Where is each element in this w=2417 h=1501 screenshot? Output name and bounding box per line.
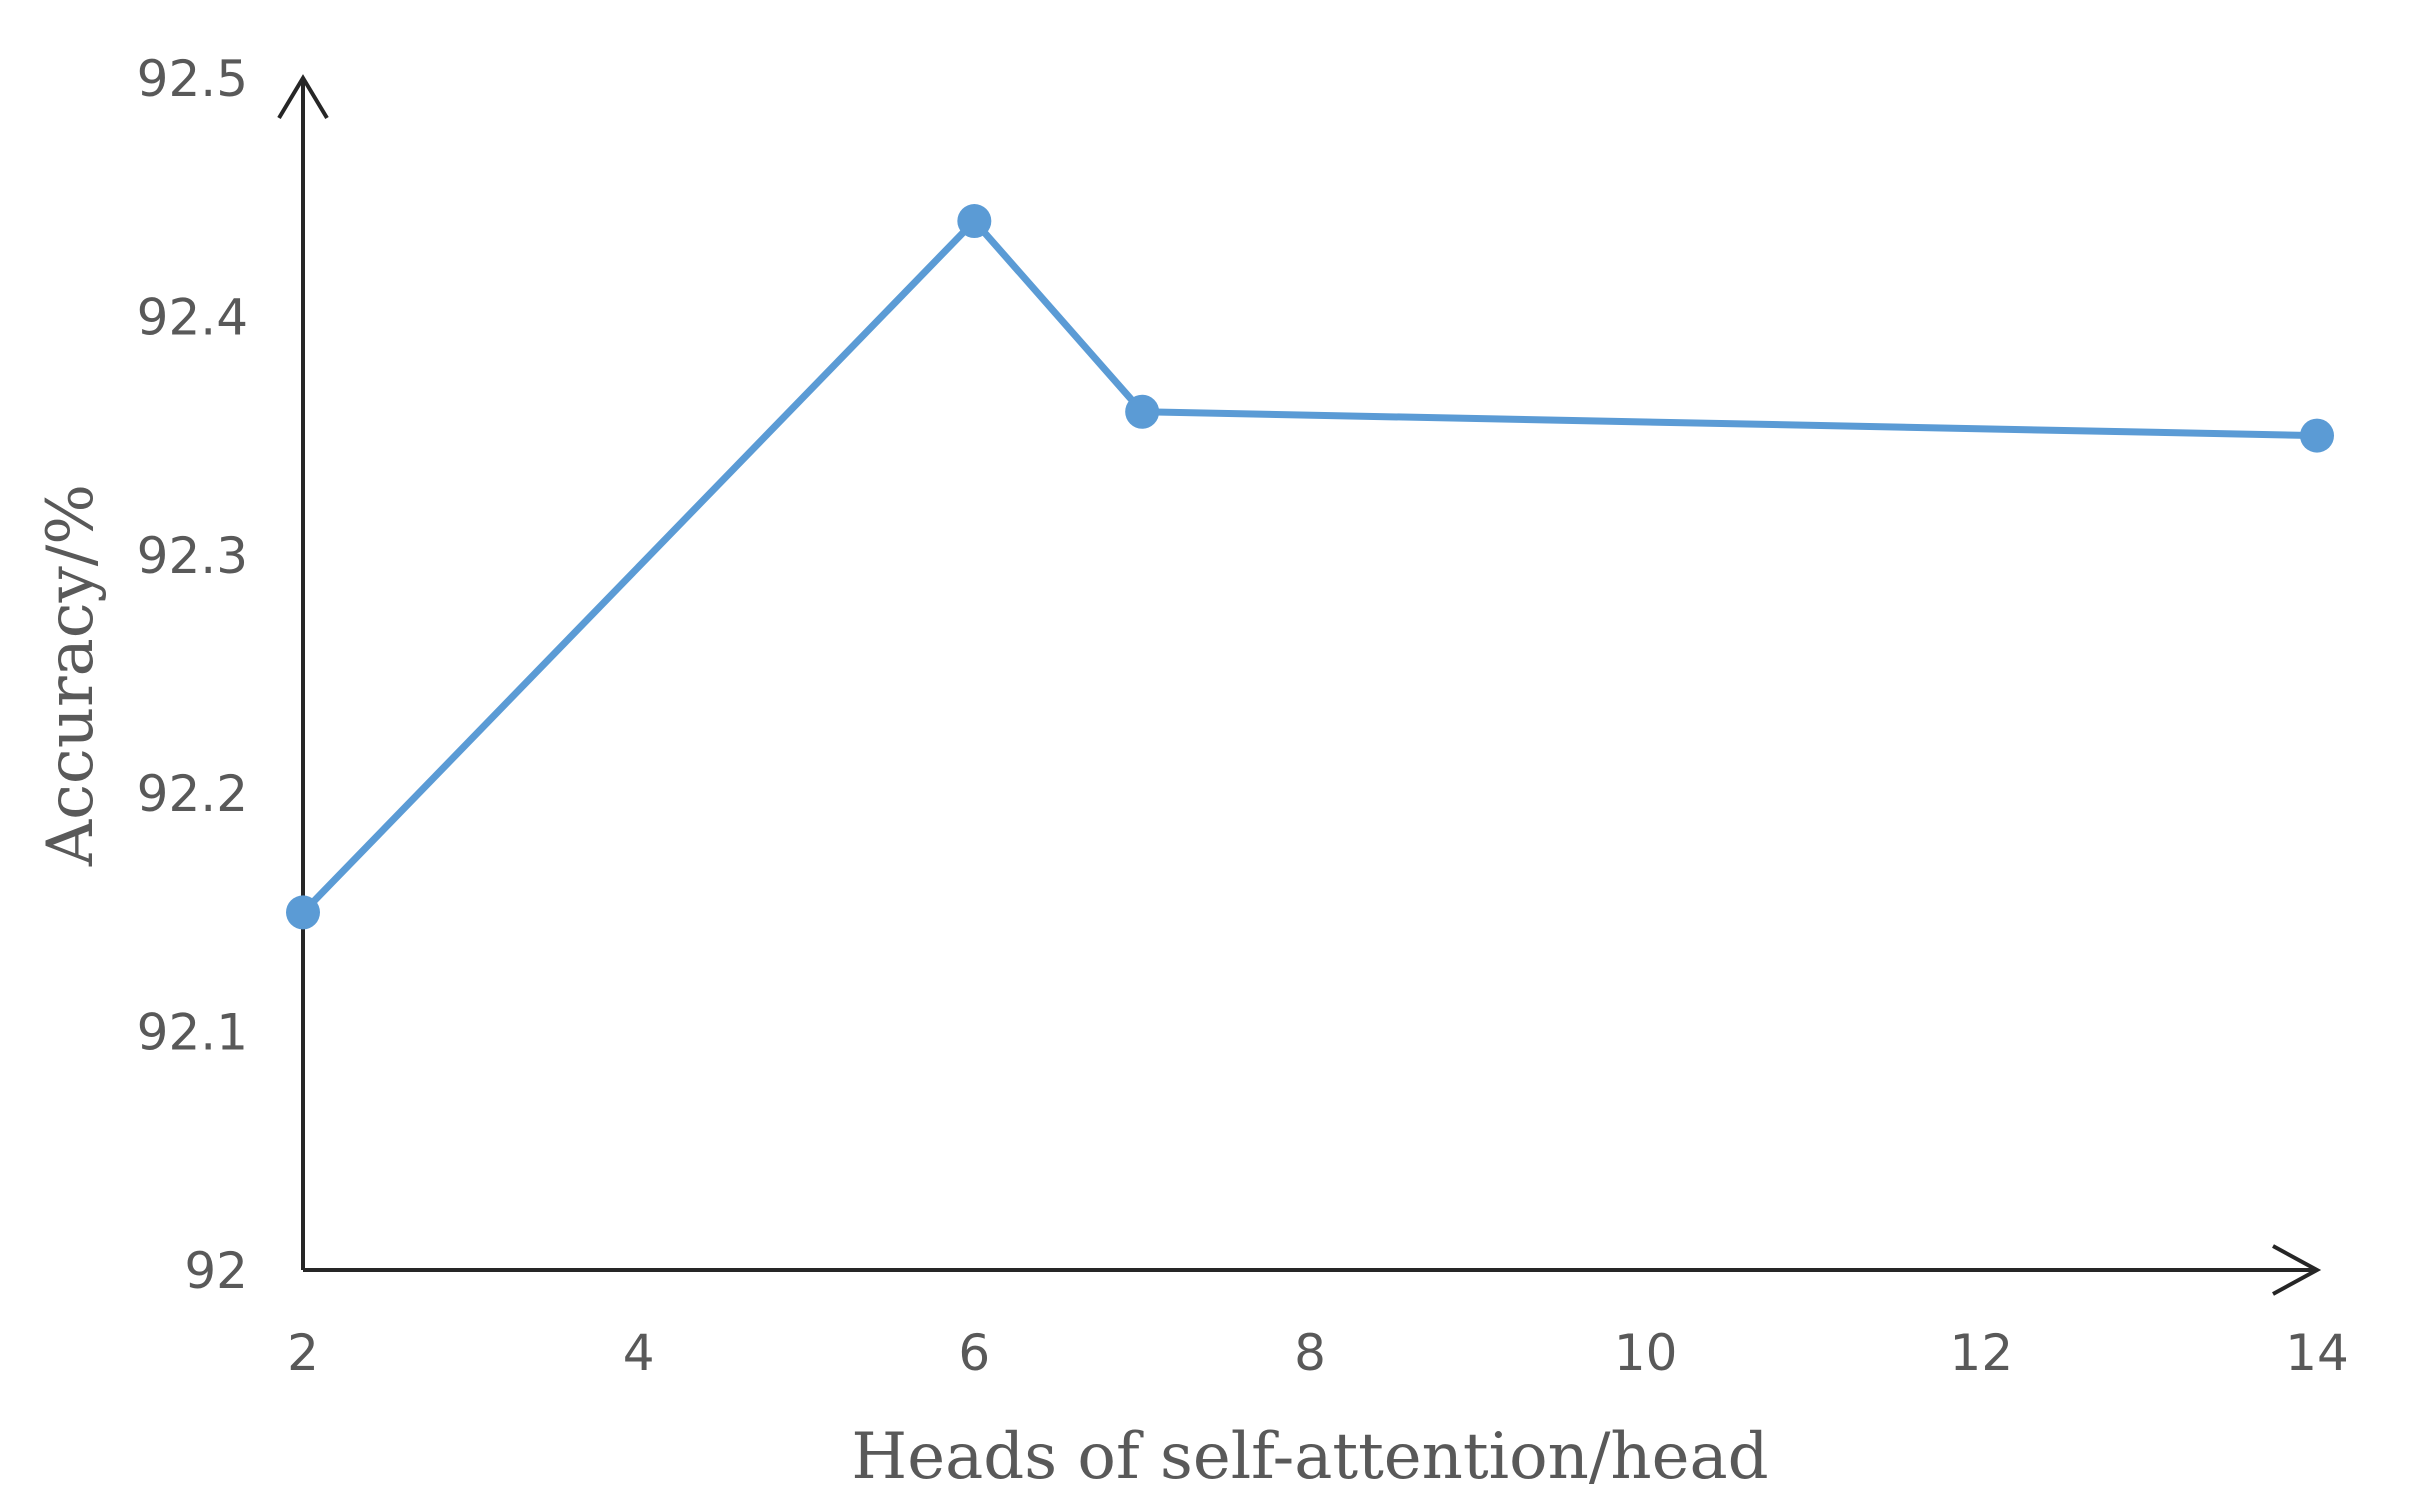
data-point	[1125, 394, 1160, 429]
x-tick-label: 6	[958, 1324, 990, 1382]
x-axis-arrow-icon	[2272, 1244, 2322, 1296]
y-axis-title: Accuracy/%	[34, 484, 108, 867]
y-tick-label: 92.2	[137, 765, 248, 823]
x-tick-label: 4	[623, 1324, 655, 1382]
x-tick-label: 12	[1950, 1324, 2014, 1382]
x-tick-label: 14	[2285, 1324, 2349, 1382]
y-tick-labels: 92 92.1 92.2 92.3 92.4 92.5	[137, 50, 248, 1300]
axes	[277, 74, 2322, 1296]
data-point	[286, 895, 320, 930]
y-tick-label: 92.4	[137, 288, 248, 346]
y-tick-label: 92.5	[137, 50, 248, 108]
series	[286, 204, 2334, 930]
y-tick-label: 92.3	[137, 527, 248, 585]
y-tick-label: 92.1	[137, 1004, 248, 1062]
x-tick-label: 8	[1294, 1324, 1326, 1382]
y-tick-label: 92	[184, 1242, 248, 1300]
x-tick-label: 2	[287, 1324, 319, 1382]
series-line	[299, 217, 2321, 916]
x-axis-title: Heads of self-attention/head	[851, 1420, 1768, 1494]
x-tick-label: 10	[1614, 1324, 1678, 1382]
y-axis-arrow-icon	[277, 74, 329, 120]
data-point	[2300, 418, 2334, 453]
x-tick-labels: 2 4 6 8 10 12 14	[287, 1324, 2349, 1382]
data-point	[957, 204, 992, 239]
